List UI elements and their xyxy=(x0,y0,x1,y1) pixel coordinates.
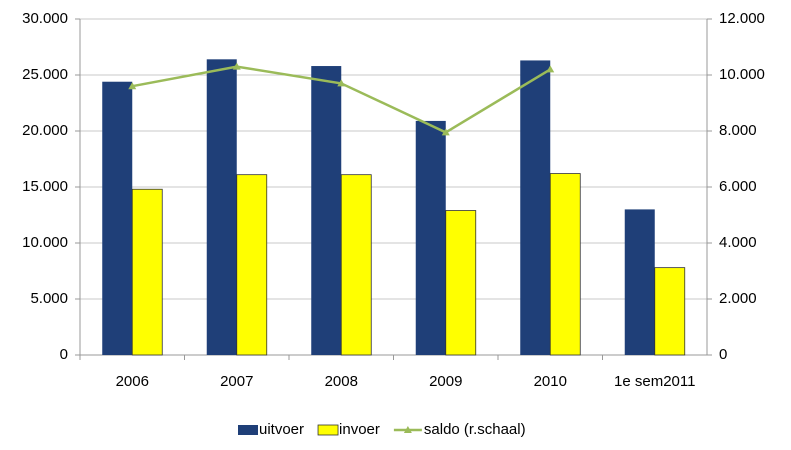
x-tick-label: 2008 xyxy=(325,373,358,390)
y-tick-label: 30.000 xyxy=(22,10,68,27)
legend-label: saldo (r.schaal) xyxy=(424,421,526,438)
x-tick-label: 2006 xyxy=(116,373,149,390)
legend-label: uitvoer xyxy=(259,421,304,438)
bar xyxy=(654,267,686,356)
marker xyxy=(232,62,241,70)
legend-swatch xyxy=(403,426,412,433)
y-tick-label: 15.000 xyxy=(22,178,68,195)
bar xyxy=(415,120,446,355)
y-tick-label: 0 xyxy=(60,346,68,363)
bar xyxy=(624,209,655,355)
y-tick-label: 20.000 xyxy=(22,122,68,139)
bar xyxy=(549,173,581,356)
y-tick-label: 5.000 xyxy=(30,290,68,307)
legend-label: invoer xyxy=(339,421,380,438)
y2-tick-label: 4.000 xyxy=(719,234,757,251)
bar xyxy=(102,81,133,355)
y2-tick-label: 12.000 xyxy=(719,10,765,27)
bar xyxy=(206,59,237,355)
bar xyxy=(520,60,551,355)
marker xyxy=(441,128,450,136)
bar xyxy=(340,174,372,356)
y2-tick-label: 10.000 xyxy=(719,66,765,83)
legend-swatch xyxy=(238,425,258,435)
x-tick-label: 2009 xyxy=(429,373,462,390)
y2-tick-label: 2.000 xyxy=(719,290,757,307)
bar xyxy=(236,174,268,356)
y2-tick-label: 0 xyxy=(719,346,727,363)
bar xyxy=(445,210,477,356)
bar xyxy=(131,188,163,356)
x-tick-label: 1e sem2011 xyxy=(614,373,695,390)
y-tick-label: 25.000 xyxy=(22,66,68,83)
bar xyxy=(311,66,342,355)
legend-swatch xyxy=(317,424,339,436)
y-tick-label: 10.000 xyxy=(22,234,68,251)
marker xyxy=(546,65,555,73)
x-tick-label: 2010 xyxy=(534,373,567,390)
x-tick-label: 2007 xyxy=(220,373,253,390)
marker xyxy=(337,79,346,87)
y2-tick-label: 6.000 xyxy=(719,178,757,195)
marker xyxy=(128,82,137,90)
y2-tick-label: 8.000 xyxy=(719,122,757,139)
